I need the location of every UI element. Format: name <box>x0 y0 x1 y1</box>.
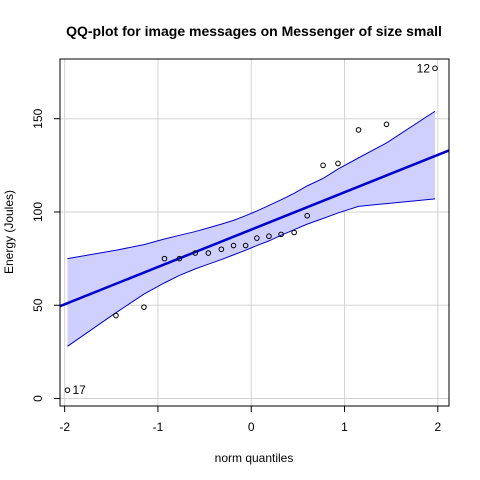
data-point <box>278 231 284 238</box>
data-point <box>176 255 183 262</box>
fit-line-segment <box>59 149 450 308</box>
y-tick-label: 100 <box>31 202 45 222</box>
data-point <box>230 242 237 249</box>
data-point <box>64 387 71 393</box>
data-point <box>432 65 438 72</box>
data-points <box>64 65 438 393</box>
point-label: 12 <box>417 61 431 75</box>
x-tick-label: 2 <box>434 420 441 434</box>
x-axis: -2 -1 0 1 2 <box>59 406 441 434</box>
data-point <box>113 312 119 319</box>
data-point <box>266 233 272 240</box>
y-tick-label: 0 <box>31 395 45 402</box>
x-axis-label: norm quantiles <box>215 451 294 465</box>
data-point <box>355 127 362 133</box>
data-point <box>320 162 326 169</box>
data-point <box>242 242 249 249</box>
data-point <box>254 235 260 241</box>
y-axis-label: Energy (Joules) <box>2 190 16 274</box>
data-point <box>141 304 147 310</box>
y-axis: 0 50 100 150 <box>31 108 60 402</box>
data-point <box>383 121 390 128</box>
plot-border <box>59 58 450 407</box>
confidence-band-lower <box>67 198 436 347</box>
point-label: 17 <box>72 383 86 397</box>
data-point <box>304 212 311 219</box>
data-point <box>291 229 297 236</box>
data-point <box>161 255 168 262</box>
x-tick-label: 1 <box>341 420 348 434</box>
x-tick-label: -1 <box>153 420 164 434</box>
chart-title: QQ-plot for image messages on Messenger … <box>66 23 442 39</box>
data-point <box>205 250 212 256</box>
y-tick-label: 50 <box>31 298 45 312</box>
data-point <box>192 250 199 256</box>
data-point <box>335 160 341 167</box>
confidence-band-upper <box>67 110 436 260</box>
y-tick-label: 150 <box>31 108 45 128</box>
data-point <box>218 246 225 253</box>
x-tick-label: 0 <box>248 420 255 434</box>
fit-line <box>59 149 450 308</box>
x-tick-label: -2 <box>59 420 70 434</box>
